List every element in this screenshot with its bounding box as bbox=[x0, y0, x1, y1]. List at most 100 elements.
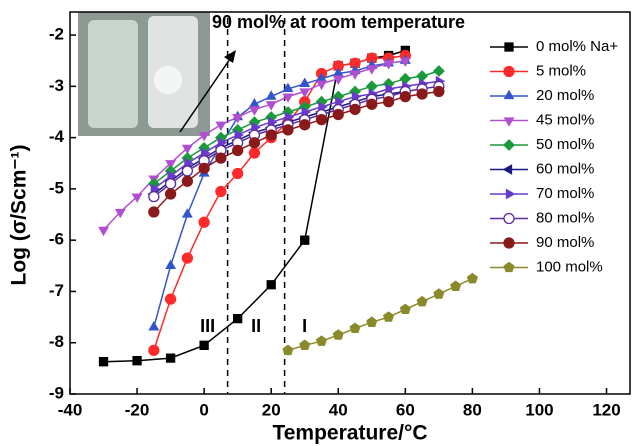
y-tick-label: -5 bbox=[49, 178, 64, 197]
legend-marker bbox=[507, 190, 515, 199]
data-point bbox=[216, 153, 226, 163]
annotation: 90 mol% at room temperature bbox=[212, 12, 465, 32]
legend-marker bbox=[504, 238, 514, 248]
legend-marker bbox=[504, 165, 512, 174]
data-point bbox=[367, 317, 377, 326]
data-point bbox=[233, 169, 243, 179]
data-point bbox=[283, 125, 293, 135]
x-tick-label: 20 bbox=[262, 400, 281, 419]
vial-content bbox=[154, 66, 182, 94]
x-axis-label: Temperature/°C bbox=[272, 422, 427, 445]
data-point bbox=[301, 236, 309, 244]
data-point bbox=[99, 227, 108, 235]
data-point bbox=[199, 217, 209, 227]
data-point bbox=[200, 133, 209, 141]
data-point bbox=[150, 322, 159, 330]
y-tick-label: -4 bbox=[49, 127, 65, 146]
y-tick-label: -6 bbox=[49, 230, 64, 249]
chart: 90 mol% at room temperature Temperature/… bbox=[0, 0, 633, 446]
data-point bbox=[367, 99, 377, 109]
zone-label: III bbox=[200, 316, 215, 336]
data-point bbox=[199, 163, 209, 173]
data-point bbox=[417, 89, 427, 99]
data-point bbox=[166, 189, 176, 199]
data-point bbox=[283, 345, 293, 354]
legend-marker bbox=[504, 140, 514, 150]
legend-label: 80 mol% bbox=[536, 209, 594, 226]
data-point bbox=[182, 176, 192, 186]
y-axis-label: Log (σ/Scm⁻¹) bbox=[8, 145, 31, 286]
data-point bbox=[216, 186, 226, 196]
data-point bbox=[167, 354, 175, 362]
data-point bbox=[149, 345, 159, 355]
legend-label: 70 mol% bbox=[536, 185, 594, 202]
data-point bbox=[267, 281, 275, 289]
data-point bbox=[384, 97, 394, 107]
data-point bbox=[266, 130, 276, 140]
data-point bbox=[400, 92, 410, 102]
data-point bbox=[200, 341, 208, 349]
data-point bbox=[249, 148, 259, 158]
data-point bbox=[233, 145, 243, 155]
data-point bbox=[400, 74, 410, 84]
data-point bbox=[149, 207, 159, 217]
y-tick-label: -9 bbox=[49, 383, 64, 402]
data-point bbox=[234, 315, 242, 323]
data-point bbox=[133, 194, 142, 202]
data-point bbox=[468, 274, 478, 283]
data-point bbox=[434, 86, 444, 96]
vial bbox=[88, 20, 138, 128]
data-point bbox=[133, 357, 141, 365]
x-tick-label: 60 bbox=[396, 400, 415, 419]
data-point bbox=[334, 330, 344, 339]
data-point bbox=[350, 323, 360, 332]
data-point bbox=[417, 71, 427, 81]
data-point bbox=[182, 166, 192, 176]
data-point bbox=[166, 261, 175, 269]
zone-label: I bbox=[302, 316, 307, 336]
data-point bbox=[350, 104, 360, 114]
data-point bbox=[166, 294, 176, 304]
data-point bbox=[317, 336, 327, 345]
zone-label: II bbox=[251, 316, 261, 336]
y-tick-label: -7 bbox=[49, 281, 64, 300]
x-tick-label: 40 bbox=[329, 400, 348, 419]
legend-marker bbox=[505, 91, 514, 99]
legend-label: 0 mol% Na+ bbox=[536, 38, 618, 55]
data-point bbox=[417, 297, 427, 306]
legend-marker bbox=[504, 67, 514, 77]
y-tick-label: -8 bbox=[49, 332, 64, 351]
data-point bbox=[434, 289, 444, 298]
legend-marker bbox=[505, 118, 514, 126]
data-point bbox=[166, 179, 176, 189]
legend-label: 90 mol% bbox=[536, 234, 594, 251]
legend-marker bbox=[504, 263, 514, 272]
data-point bbox=[367, 81, 377, 91]
legend-label: 60 mol% bbox=[536, 160, 594, 177]
data-point bbox=[183, 145, 192, 153]
arrow-head bbox=[224, 50, 236, 63]
data-point bbox=[300, 120, 310, 130]
legend-label: 100 mol% bbox=[536, 258, 603, 275]
data-point bbox=[384, 312, 394, 321]
y-tick-label: -3 bbox=[49, 76, 64, 95]
x-tick-label: 120 bbox=[592, 400, 620, 419]
legend-label: 5 mol% bbox=[536, 62, 586, 79]
data-point bbox=[434, 66, 444, 76]
legend-label: 45 mol% bbox=[536, 111, 594, 128]
data-point bbox=[300, 340, 310, 349]
legend-marker bbox=[505, 43, 513, 51]
legend-marker bbox=[504, 214, 514, 224]
data-point bbox=[182, 253, 192, 263]
data-point bbox=[316, 115, 326, 125]
data-point bbox=[249, 138, 259, 148]
data-point bbox=[149, 192, 159, 202]
data-point bbox=[183, 210, 192, 218]
x-tick-label: 80 bbox=[463, 400, 482, 419]
series-line bbox=[288, 279, 472, 351]
data-point bbox=[401, 304, 411, 313]
x-tick-label: 100 bbox=[525, 400, 553, 419]
data-point bbox=[451, 281, 461, 290]
x-tick-label: 0 bbox=[199, 400, 208, 419]
x-tick-label: -40 bbox=[58, 400, 83, 419]
